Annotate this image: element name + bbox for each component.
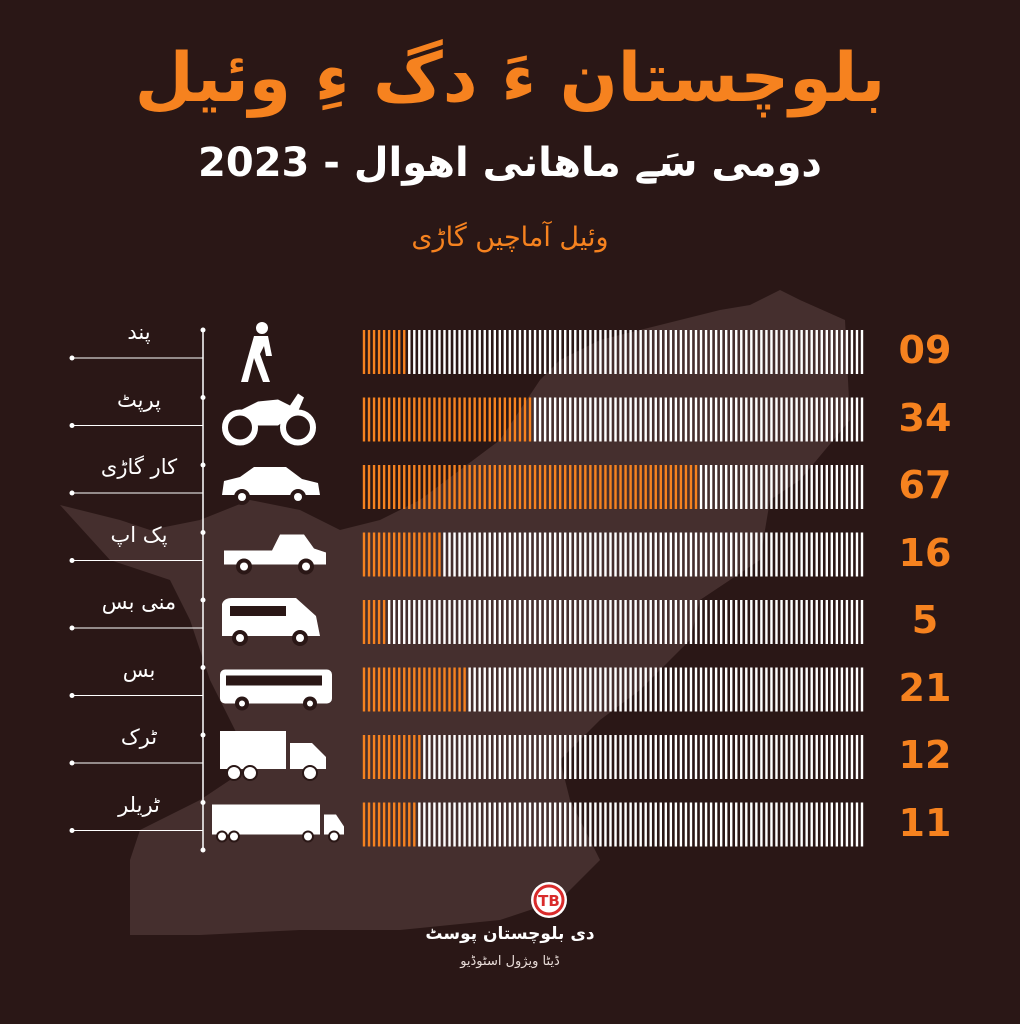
- car-icon: [222, 467, 320, 505]
- category-label: پک اپ: [110, 522, 168, 547]
- axis-dot: [200, 395, 206, 400]
- separator-dot: [69, 625, 75, 631]
- separator-dot: [69, 423, 75, 428]
- axis-dot: [200, 665, 206, 670]
- category-label: ٹریلر: [118, 792, 160, 817]
- bar-4: [362, 532, 864, 577]
- axis-dot: [200, 732, 206, 738]
- bus-icon: [220, 669, 332, 711]
- value-label: 11: [898, 800, 952, 845]
- chart-section-label: وئیل آماچیں گاڑی: [411, 222, 609, 253]
- bar-1: [362, 330, 864, 374]
- brand-subtitle: ڈیٹا ویژول اسٹوڈیو: [460, 954, 560, 969]
- minibus-icon: [222, 598, 320, 646]
- value-label: 5: [911, 598, 939, 642]
- category-label: پرپٹ: [117, 387, 161, 412]
- motorcycle-icon: [222, 393, 316, 446]
- category-label: کار گاڑی: [100, 455, 178, 479]
- separator-dot: [69, 760, 75, 766]
- separator-dot: [69, 693, 75, 698]
- value-label: 34: [898, 395, 952, 440]
- trailer-icon: [212, 804, 344, 843]
- pickup-icon: [224, 534, 326, 575]
- category-label: ٹرک: [120, 725, 158, 749]
- bar-6: [362, 667, 864, 712]
- separator-dot: [69, 828, 75, 833]
- axis-dot: [200, 462, 206, 468]
- bar-3: [362, 465, 864, 509]
- axis-dot: [200, 800, 206, 805]
- chart-subtitle: دومی سَے ماهانی اهوال - 2023: [198, 140, 822, 186]
- truck-icon: [220, 731, 326, 781]
- category-label: پند: [127, 320, 151, 344]
- axis-dot: [200, 597, 206, 603]
- axis-dot: [200, 530, 206, 535]
- brand-name: دی بلوچستان پوسٹ: [425, 924, 595, 944]
- logo-icon: TB: [531, 882, 567, 918]
- bar-8: [362, 802, 864, 847]
- value-label: 67: [898, 463, 952, 507]
- separator-dot: [69, 355, 75, 361]
- value-label: 09: [898, 328, 952, 372]
- value-label: 21: [898, 665, 952, 710]
- category-label: بس: [122, 657, 156, 682]
- axis-dot: [200, 327, 206, 333]
- separator-dot: [69, 490, 75, 496]
- chart-title: بلوچستان ءَ دگ ءِ وئیل: [134, 39, 886, 118]
- category-label: منی بس: [101, 590, 177, 614]
- logo-text: TB: [538, 892, 560, 910]
- bar-7: [362, 735, 864, 779]
- separator-dot: [69, 558, 75, 563]
- value-label: 16: [898, 530, 952, 575]
- bar-5: [362, 600, 864, 644]
- pedestrian-icon: [241, 322, 272, 382]
- bar-2: [362, 397, 864, 442]
- axis-dot: [200, 847, 206, 853]
- value-label: 12: [898, 733, 952, 777]
